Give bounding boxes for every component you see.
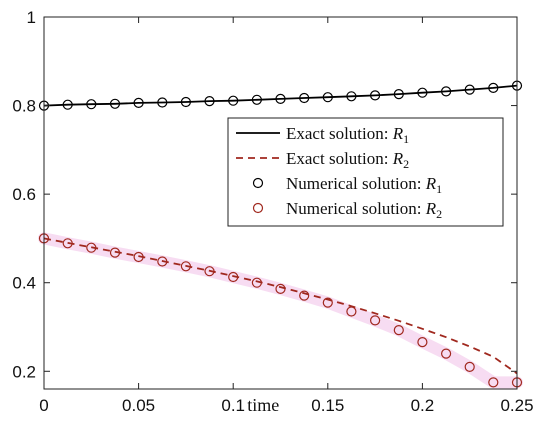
series-3-point (157, 97, 168, 108)
series-4-point (488, 377, 499, 388)
series-4-point (346, 306, 357, 317)
series-3-point (251, 94, 262, 105)
series-4-point (275, 283, 286, 294)
series-3-point (180, 96, 191, 108)
series-4-point (393, 325, 404, 336)
axes (43, 16, 518, 390)
series-3-point (62, 99, 73, 110)
series-3-point (488, 82, 499, 94)
tick-labels: 0 0.05 0.1 0.15 0.2 0.25 0.2 0.4 0.6 0.8 1 (12, 8, 533, 415)
series-3-point (370, 90, 381, 101)
series-3-point (464, 84, 475, 95)
series-4-point (370, 315, 381, 326)
series-3-point (275, 93, 286, 105)
series-4-point (180, 261, 191, 272)
series-4-point (251, 277, 262, 288)
series-3-point (133, 97, 144, 109)
series-3-point (417, 87, 428, 98)
legend-item-1-label: Exact solution: R1 (286, 124, 409, 146)
series-4-point (133, 251, 144, 263)
series-1-line (43, 84, 518, 107)
series-4-point (86, 242, 97, 253)
series-4-point (62, 238, 73, 249)
legend-box (227, 117, 504, 227)
series-4-point (322, 297, 333, 308)
legend-item-3-marker (252, 177, 264, 189)
y-tick-label: 1 (27, 8, 36, 27)
series-3-point (204, 95, 215, 107)
series-4-point (441, 348, 452, 359)
legend-item-2-label: Exact solution: R2 (286, 149, 409, 171)
series-4-point (417, 337, 428, 348)
series-3-point (299, 92, 310, 104)
x-tick-label: 0.15 (311, 396, 344, 415)
legend: Exact solution: R1 Exact solution: R2 Nume… (227, 117, 504, 227)
x-axis-label: time (247, 395, 279, 415)
y-tick-label: 0.6 (12, 185, 36, 204)
series-4-point (299, 290, 310, 301)
series-4-point (157, 256, 168, 267)
series-3-point (441, 86, 452, 97)
highlight-band (38, 232, 523, 389)
x-tick-label: 0.2 (411, 396, 435, 415)
series-3-point (322, 92, 333, 103)
series-4-point (228, 271, 239, 283)
legend-item-4-label: Numerical solution: R2 (286, 199, 442, 221)
legend-item-3-label: Numerical solution: R1 (286, 174, 442, 196)
y-tick-label: 0.4 (12, 274, 36, 293)
x-tick-label: 0.1 (221, 396, 245, 415)
y-tick-label: 0.2 (12, 362, 36, 381)
y-tick-label: 0.8 (12, 97, 36, 116)
legend-item-4-marker (252, 202, 264, 214)
x-tick-label: 0.05 (122, 396, 155, 415)
series-3-point (86, 99, 97, 110)
highlight-path (38, 232, 523, 389)
series-3-point (393, 88, 404, 100)
series-3-point (109, 98, 121, 109)
series-layer (38, 80, 523, 388)
series-2-line (43, 237, 518, 375)
series-4-point (109, 247, 121, 258)
series-4-point (464, 361, 475, 372)
axes-frame (43, 16, 518, 390)
x-tick-label: 0 (39, 396, 48, 415)
series-4-point (204, 266, 215, 277)
series-3-point (346, 91, 357, 102)
x-tick-label: 0.25 (500, 396, 533, 415)
series-3-point (228, 95, 239, 106)
